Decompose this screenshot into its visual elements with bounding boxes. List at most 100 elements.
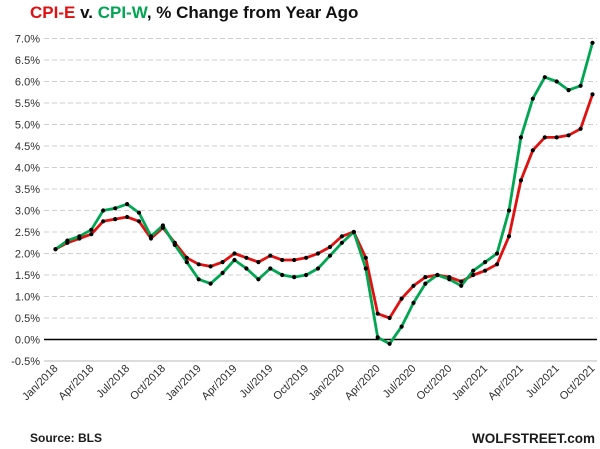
y-axis-tick-label: 6.0% [15,77,40,89]
y-axis-tick-label: 2.5% [15,227,40,239]
x-axis-tick-label: Oct/2019 [271,363,311,403]
data-point-marker [375,311,380,316]
data-point-marker [256,260,261,265]
x-axis-tick-label: Apr/2021 [486,363,526,403]
data-point-marker [506,234,512,239]
data-point-marker [268,266,273,271]
title-suffix: , % Change from Year Ago [146,3,359,22]
y-axis-tick-label: 6.5% [15,55,40,67]
data-point-marker [125,214,130,220]
data-point-marker [125,202,130,207]
data-point-marker [327,244,333,250]
data-point-marker [363,266,368,271]
title-series2-label: CPI-W [97,3,147,22]
data-point-marker [423,275,428,280]
data-point-marker [375,335,380,340]
x-axis-tick-label: Oct/2018 [128,363,168,403]
data-point-marker [483,268,488,273]
data-point-marker [387,315,392,321]
title-series1-label: CPI-E [30,3,76,22]
data-point-marker [423,281,428,286]
data-point-marker [554,79,559,84]
data-point-marker [399,296,404,301]
data-point-marker [208,264,213,269]
data-point-marker [172,242,177,247]
x-axis-tick-label: Apr/2020 [343,363,383,403]
series-line-cpi-e [54,93,594,320]
data-point-marker [327,253,333,258]
chart-title: CPI-E v. CPI-W, % Change from Year Ago [30,3,590,23]
data-point-marker [566,133,571,138]
data-point-marker [89,227,94,232]
data-point-marker [471,268,476,273]
data-point-marker [590,40,595,45]
data-point-marker [232,251,237,256]
data-point-marker [315,266,321,271]
y-axis-tick-label: 5.5% [15,98,40,110]
data-point-marker [578,83,583,88]
data-point-marker [542,75,547,80]
data-point-marker [208,281,213,286]
y-axis-tick-label: 5.0% [15,120,40,132]
data-point-marker [518,135,524,140]
data-point-marker [196,277,201,282]
x-axis-tick-label: Apr/2018 [56,363,96,403]
data-point-marker [530,148,535,153]
data-point-marker [506,208,512,213]
data-point-marker [411,283,416,288]
wolfstreet-brand: WOLFSTREET.com [471,431,595,446]
data-point-marker [196,262,201,267]
data-point-marker [315,251,321,256]
x-axis-tick-label: Oct/2021 [558,363,598,403]
data-point-marker [256,277,261,282]
data-point-marker [494,251,500,256]
y-axis-tick-label: 1.0% [15,292,40,304]
y-axis-tick-label: 0.0% [15,335,40,347]
source-note: Source: BLS [30,431,103,445]
data-point-marker [411,300,416,305]
data-point-marker [160,223,165,228]
data-point-marker [554,135,559,140]
x-axis-tick-label: Oct/2020 [414,363,454,403]
x-axis-tick-label: Apr/2019 [200,363,240,403]
data-point-marker [399,324,404,329]
data-point-marker [494,262,500,267]
y-axis-tick-label: 0.5% [15,313,40,325]
data-point-marker [363,255,368,260]
y-axis-tick-label: 4.0% [15,163,40,175]
x-axis-tick-label: Jan/2021 [450,363,490,403]
data-point-marker [339,234,344,239]
y-axis-tick-label: 4.5% [15,141,40,153]
x-axis-tick-label: Jul/2021 [524,363,562,401]
data-point-marker [459,283,464,288]
series-line-cpi-w [54,41,594,346]
data-point-marker [184,255,189,260]
data-point-marker [244,255,249,260]
data-point-marker [542,135,547,140]
data-point-marker [136,210,142,215]
data-point-marker [184,260,189,265]
y-axis-tick-label: 2.0% [15,249,40,261]
y-axis-tick-label: 3.0% [15,206,40,218]
data-point-marker [304,272,309,278]
y-axis-tick-label: 7.0% [15,34,40,46]
data-point-marker [244,266,249,271]
data-point-marker [292,275,297,280]
data-point-marker [113,206,118,211]
data-point-marker [268,253,273,258]
data-point-marker [447,277,452,282]
y-axis-tick-label: 3.5% [15,184,40,196]
data-point-marker [232,257,237,263]
data-point-marker [53,247,58,252]
x-axis-tick-label: Jan/2018 [20,363,60,403]
data-point-marker [459,279,464,284]
x-axis-tick-label: Jul/2020 [381,363,419,401]
y-axis-tick-label: -0.5% [11,356,40,368]
y-axis-tick-label: 1.5% [15,270,40,282]
data-point-marker [530,96,535,101]
data-point-marker [590,92,595,97]
data-point-marker [435,272,440,278]
data-point-marker [136,219,142,224]
